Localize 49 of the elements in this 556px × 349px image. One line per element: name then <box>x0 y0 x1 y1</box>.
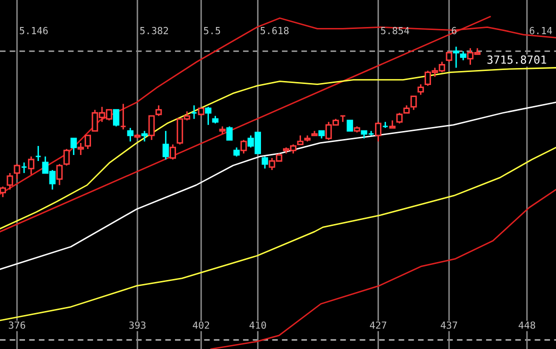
candlestick <box>205 106 212 126</box>
candlestick <box>70 138 77 156</box>
candlestick <box>155 104 162 117</box>
candlestick <box>233 146 240 158</box>
candlestick <box>452 46 460 68</box>
text: 5.5 <box>204 27 220 34</box>
candlestick <box>346 120 354 132</box>
text: 5.854 <box>381 26 410 34</box>
candlestick <box>170 144 176 160</box>
candlestick <box>120 103 126 130</box>
candlestick <box>141 130 148 142</box>
candlestick <box>56 163 63 186</box>
candlestick <box>410 96 417 111</box>
text: 5.382 <box>140 26 168 34</box>
candlestick <box>0 186 6 198</box>
x-tick-label: 437 <box>440 321 458 329</box>
candlestick <box>14 163 20 180</box>
candlestick <box>20 162 28 174</box>
candlestick <box>460 50 466 61</box>
candlestick <box>262 156 268 170</box>
candlestick <box>240 139 247 154</box>
candlestick <box>162 130 169 160</box>
text: 6.14 <box>530 26 552 34</box>
candlestick <box>28 156 34 176</box>
x-tick-label: 410 <box>250 321 266 329</box>
candlestick <box>226 126 233 141</box>
x-tick-label: 393 <box>129 321 146 329</box>
candlestick <box>340 115 346 123</box>
candlestick <box>35 145 42 162</box>
candlestick <box>112 109 120 128</box>
candlestick <box>418 84 424 96</box>
candlestick <box>84 134 91 150</box>
annotation: 3715.8701 <box>487 55 546 64</box>
candlestick <box>446 50 452 62</box>
candlestick <box>78 142 84 156</box>
candlestick <box>148 115 155 141</box>
text: 5.146 <box>20 26 48 34</box>
text: 5.618 <box>260 26 289 34</box>
candlestick <box>190 104 198 120</box>
candlestick <box>375 121 382 142</box>
x-tick-label: 448 <box>518 321 536 329</box>
candlestick <box>396 112 403 124</box>
x-tick-label: 427 <box>370 321 386 329</box>
candlestick <box>127 127 134 142</box>
candlestick <box>6 172 14 190</box>
candlestick <box>63 148 70 166</box>
x-tick-label: 376 <box>8 321 26 329</box>
x-tick-label: 402 <box>192 321 210 329</box>
candlestick <box>297 134 304 146</box>
